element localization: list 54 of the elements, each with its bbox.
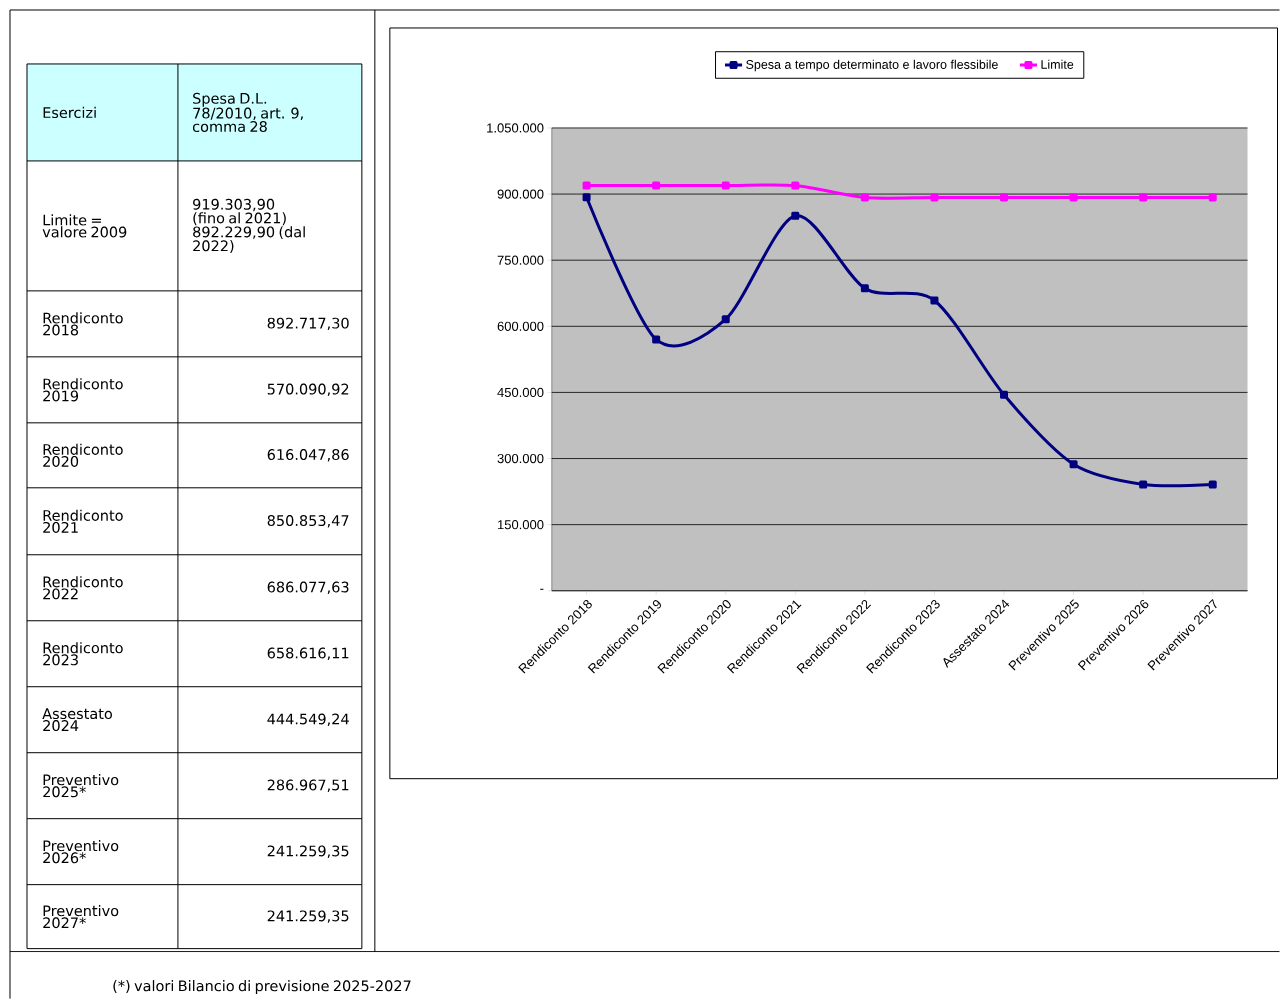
point: [1139, 480, 1148, 489]
point: [1000, 193, 1009, 202]
point: [582, 181, 591, 190]
text: Preventivo 2026*: [43, 840, 119, 864]
point: [721, 315, 730, 324]
legend-label: Spesa a tempo determinato e lavoro flessibile: [746, 59, 998, 72]
y-tick-label: 450.000: [497, 387, 544, 397]
point: [1069, 193, 1078, 202]
legend-label: Limite: [1041, 59, 1074, 69]
text: 286.967,51: [267, 779, 349, 792]
text: Rendiconto 2018: [43, 312, 123, 336]
y-tick-label: 750.000: [497, 255, 544, 265]
y-tick-label: 150.000: [498, 520, 544, 530]
y-tick-label: 600.000: [497, 321, 544, 331]
text: 241.259,35: [267, 910, 349, 923]
point: [1069, 460, 1078, 469]
point: [930, 296, 939, 305]
point: [860, 284, 869, 293]
text: 444.549,24: [267, 713, 349, 726]
text: 616.047,86: [267, 449, 349, 462]
point: [930, 193, 939, 202]
text: Rendiconto 2019: [43, 378, 123, 402]
text: Spesa D.L. 78/2010, art. 9, comma 28: [192, 92, 303, 132]
text: Preventivo 2025*: [43, 774, 119, 798]
point: [791, 181, 800, 190]
text: (*) valori Bilancio di previsione 2025-2027: [113, 980, 411, 995]
y-tick-label: -: [540, 588, 544, 590]
text: 658.616,11: [267, 647, 349, 660]
text: Assestato 2024: [42, 708, 112, 732]
point: [1208, 193, 1217, 202]
y-tick-label: 300.000: [497, 453, 544, 464]
text: 241.259,35: [267, 845, 349, 858]
text: Esercizi: [43, 106, 96, 119]
y-tick-label: 1.050.000: [487, 123, 544, 133]
point: [652, 181, 661, 190]
point: [652, 335, 661, 344]
text: 919.303,90 (fino al 2021) 892.229,90 (dal 2022): [193, 198, 305, 253]
text: 892.717,30: [267, 317, 349, 331]
point: [1139, 193, 1148, 202]
text: Limite = valore 2009: [42, 214, 127, 238]
text: Preventivo 2027*: [43, 904, 119, 929]
text: Rendiconto 2020: [43, 443, 123, 467]
point: [791, 211, 800, 220]
text: 850.853,47: [267, 515, 349, 528]
point: [582, 193, 591, 202]
text: Rendiconto 2021: [43, 509, 123, 533]
y-tick-label: 900.000: [497, 189, 544, 199]
point: [721, 181, 730, 190]
text: 570.090,92: [267, 383, 349, 397]
text: 686.077,63: [267, 581, 349, 594]
point: [1000, 390, 1009, 399]
text: Rendiconto 2022: [43, 576, 123, 600]
point: [860, 193, 869, 202]
point: [1208, 480, 1217, 489]
